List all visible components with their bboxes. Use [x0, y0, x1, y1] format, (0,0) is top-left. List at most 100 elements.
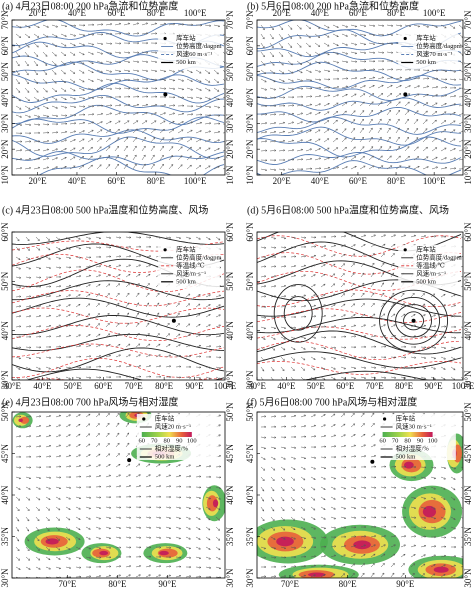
- wind-vector: [350, 156, 357, 161]
- wind-vector: [431, 128, 437, 134]
- wind-vector: [290, 346, 296, 350]
- wind-vector: [290, 516, 296, 521]
- wind-vector: [260, 526, 266, 531]
- wind-vector: [440, 304, 446, 308]
- wind-vector: [95, 274, 102, 278]
- wind-vector: [123, 41, 131, 45]
- wind-vector: [222, 105, 225, 108]
- wind-vector: [132, 163, 137, 170]
- wind-vector: [205, 475, 212, 479]
- wind-vector: [123, 95, 131, 98]
- wind-vector: [125, 422, 130, 428]
- wind-vector: [135, 322, 140, 328]
- wind-vector: [25, 356, 32, 360]
- wind-vector: [350, 292, 355, 298]
- wind-vector: [460, 295, 463, 298]
- wind-vector: [310, 506, 316, 511]
- wind-vector: [115, 354, 122, 358]
- wind-vector: [51, 78, 57, 84]
- wind-vector: [270, 546, 277, 550]
- wind-vector: [280, 284, 287, 288]
- wind-vector: [135, 495, 142, 498]
- wind-vector: [15, 24, 22, 29]
- wind-vector: [330, 445, 337, 448]
- y-tick-label: 30°N: [463, 113, 473, 133]
- wind-vector: [380, 496, 387, 499]
- x-tick-label: 40°E: [277, 381, 296, 391]
- wind-vector: [35, 516, 40, 522]
- height-contour: [12, 136, 225, 159]
- wind-vector: [370, 253, 375, 258]
- wind-vector: [35, 304, 42, 308]
- legend-label: 位势高度/dagpm: [416, 41, 462, 50]
- wind-vector: [132, 41, 140, 45]
- wind-vector: [114, 112, 122, 116]
- wind-vector: [155, 474, 161, 478]
- wind-vector: [105, 60, 113, 64]
- wind-vector: [114, 32, 122, 35]
- wind-vector: [359, 155, 365, 161]
- wind-vector: [114, 120, 121, 125]
- wind-vector: [186, 121, 194, 125]
- wind-vector: [386, 68, 394, 71]
- wind-vector: [55, 345, 62, 348]
- wind-vector: [269, 51, 274, 58]
- wind-vector: [390, 496, 397, 499]
- wind-vector: [270, 285, 277, 288]
- wind-vector: [55, 536, 61, 541]
- y-tick-label: 40°N: [0, 87, 10, 107]
- wind-vector: [260, 265, 267, 268]
- wind-vector: [350, 526, 357, 529]
- wind-vector: [222, 33, 225, 36]
- wind-vector: [370, 506, 377, 509]
- wind-vector: [280, 526, 286, 531]
- wind-vector: [24, 131, 32, 135]
- wind-vector: [420, 335, 427, 338]
- wind-vector: [377, 24, 385, 27]
- wind-vector: [125, 236, 132, 239]
- map-content: [257, 20, 463, 175]
- isotherm: [12, 307, 225, 324]
- wind-vector: [280, 486, 285, 492]
- wind-vector: [458, 96, 463, 98]
- wind-vector: [260, 376, 264, 380]
- wind-vector: [165, 322, 170, 328]
- wind-vector: [185, 575, 192, 578]
- wind-vector: [204, 156, 211, 161]
- wind-vector: [413, 85, 421, 89]
- wind-vector: [310, 516, 316, 520]
- wind-vector: [205, 486, 212, 489]
- wind-vector: [290, 336, 297, 340]
- wind-vector: [42, 139, 50, 143]
- height-contour: [12, 129, 225, 144]
- wind-vector: [377, 118, 382, 125]
- wind-vector: [300, 294, 307, 298]
- wind-vector: [269, 130, 277, 134]
- wind-vector: [55, 546, 61, 551]
- wind-vector: [368, 24, 376, 27]
- wind-vector: [195, 464, 202, 468]
- wind-vector: [430, 366, 437, 370]
- wind-vector: [458, 104, 463, 107]
- wind-vector: [350, 486, 357, 490]
- wind-vector: [95, 344, 101, 348]
- wind-vector: [185, 334, 191, 338]
- wind-vector: [460, 466, 463, 469]
- wind-vector: [75, 536, 81, 540]
- y-tick-label: 20°N: [0, 139, 10, 159]
- wind-vector: [175, 312, 180, 318]
- wind-vector: [55, 566, 62, 570]
- wind-vector: [33, 123, 41, 126]
- wind-vector: [69, 122, 77, 125]
- wind-vector: [185, 565, 192, 569]
- wind-vector: [350, 110, 356, 116]
- wind-vector: [135, 506, 142, 509]
- wind-vector: [33, 114, 41, 118]
- wind-vector: [296, 78, 304, 82]
- wind-vector: [45, 414, 52, 418]
- wind-vector: [440, 24, 447, 29]
- wind-vector: [400, 313, 406, 318]
- wind-vector: [125, 333, 130, 338]
- wind-vector: [450, 574, 456, 578]
